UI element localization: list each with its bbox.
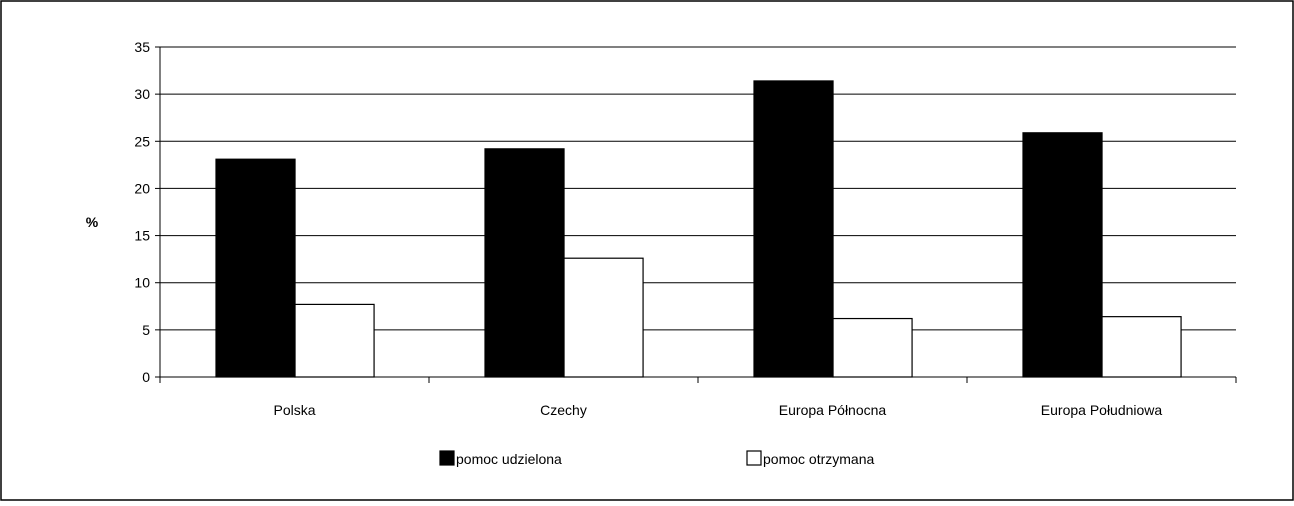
legend: pomoc udzielona pomoc otrzymana [439, 450, 874, 467]
bar-received-0 [294, 303, 375, 378]
y-tick-label: 10 [134, 275, 150, 291]
x-tick-label: Polska [273, 402, 315, 418]
bar-received-2 [832, 317, 913, 378]
axes [155, 46, 1237, 383]
legend-label-given: pomoc udzielona [456, 451, 562, 467]
y-tick-labels: 0 5 10 15 20 25 30 35 [134, 39, 150, 385]
bar-given-2 [753, 80, 834, 378]
bars [215, 80, 1182, 378]
bar-given-0 [215, 158, 296, 378]
y-tick-label: 30 [134, 86, 150, 102]
x-tick-label: Europa Północna [779, 402, 887, 418]
x-tick-label: Europa Południowa [1041, 402, 1163, 418]
y-tick-label: 35 [134, 39, 150, 55]
y-tick-label: 0 [142, 369, 150, 385]
legend-swatch-given [439, 450, 455, 466]
bar-received-3 [1101, 316, 1182, 378]
y-tick-label: 20 [134, 180, 150, 196]
x-tick-labels: Polska Czechy Europa Północna Europa Połudn… [273, 402, 1162, 418]
bar-received-1 [563, 257, 644, 378]
bar-given-1 [484, 148, 565, 378]
y-axis-label: % [86, 214, 99, 230]
x-tick-label: Czechy [540, 402, 587, 418]
bar-given-3 [1022, 132, 1103, 378]
y-tick-label: 5 [142, 322, 150, 338]
legend-swatch-received [746, 450, 762, 466]
y-tick-label: 25 [134, 133, 150, 149]
legend-label-received: pomoc otrzymana [763, 451, 874, 467]
y-tick-label: 15 [134, 228, 150, 244]
